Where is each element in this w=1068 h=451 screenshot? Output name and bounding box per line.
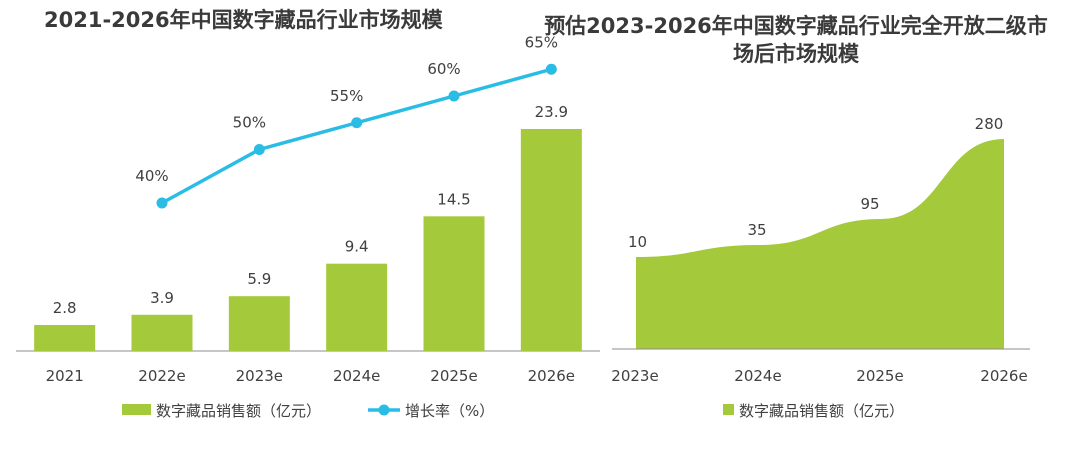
area-label-2023e: 10 — [628, 233, 647, 251]
growth-point-2022e — [156, 197, 168, 209]
left-chart-title: 2021-2026年中国数字藏品行业市场规模 — [44, 8, 443, 32]
right-legend-swatch — [723, 404, 734, 415]
right-x-tick-2024e: 2024e — [734, 367, 781, 385]
legend-swatch-growth-dot — [378, 404, 390, 416]
bar-label-2021: 2.8 — [53, 299, 77, 317]
area-label-2026e: 280 — [975, 115, 1004, 133]
growth-point-2026e — [545, 63, 557, 75]
bar-label-2022e: 3.9 — [150, 289, 174, 307]
growth-label-2026e: 65% — [525, 33, 558, 51]
right-x-tick-2026e: 2026e — [980, 367, 1027, 385]
bar-2021 — [34, 324, 96, 351]
x-tick-2023e: 2023e — [236, 367, 283, 385]
bar-2026e — [520, 129, 582, 351]
bar-label-2026e: 23.9 — [535, 103, 568, 121]
right-x-tick-2025e: 2025e — [856, 367, 903, 385]
legend-swatch-sales — [122, 404, 151, 415]
x-tick-2025e: 2025e — [430, 367, 477, 385]
x-tick-2024e: 2024e — [333, 367, 380, 385]
area-label-2025e: 95 — [860, 195, 879, 213]
x-tick-2021: 2021 — [46, 367, 84, 385]
bar-label-2023e: 5.9 — [247, 270, 271, 288]
right-x-tick-2023e: 2023e — [611, 367, 658, 385]
bar-label-2024e: 9.4 — [345, 238, 369, 256]
right-chart-title: 预估2023-2026年中国数字藏品行业完全开放二级市场后市场规模 — [544, 14, 1048, 66]
bar-2022e — [131, 314, 193, 351]
x-tick-2026e: 2026e — [528, 367, 575, 385]
growth-label-2025e: 60% — [427, 60, 460, 78]
growth-label-2023e: 50% — [233, 114, 266, 132]
growth-point-2025e — [448, 90, 460, 102]
area-label-2024e: 35 — [747, 221, 766, 239]
legend-label-sales: 数字藏品销售额（亿元） — [156, 402, 321, 420]
bar-2024e — [326, 263, 388, 351]
bar-2023e — [228, 296, 290, 351]
growth-label-2022e: 40% — [135, 167, 168, 185]
right-legend-label: 数字藏品销售额（亿元） — [739, 402, 904, 420]
growth-point-2024e — [351, 117, 363, 129]
bar-2025e — [423, 216, 485, 351]
legend-label-growth: 增长率（%） — [405, 402, 494, 420]
growth-point-2023e — [253, 144, 265, 155]
bar-label-2025e: 14.5 — [437, 190, 470, 208]
x-tick-2022e: 2022e — [138, 367, 185, 385]
growth-label-2024e: 55% — [330, 87, 363, 105]
area-series-sales — [636, 139, 1004, 349]
